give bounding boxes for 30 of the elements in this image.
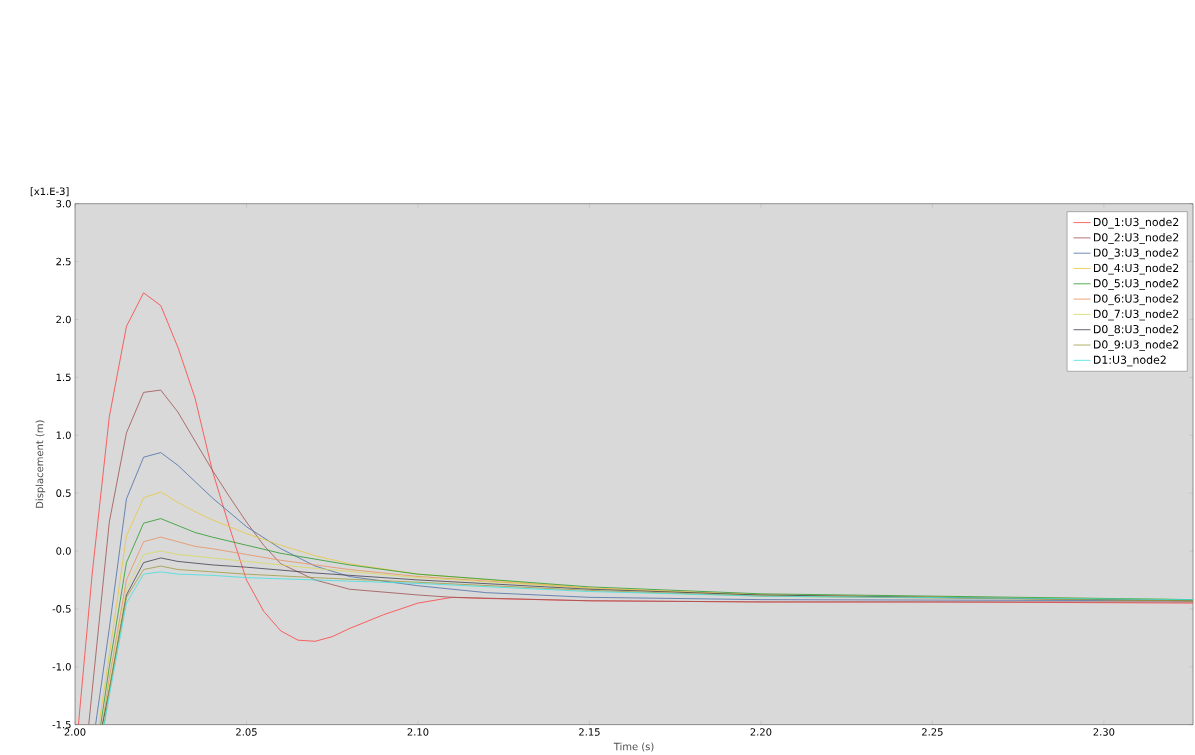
legend-label: D0_6:U3_node2 [1093, 294, 1179, 306]
legend-label: D1:U3_node2 [1093, 355, 1166, 367]
x-tick-label: 2.25 [922, 728, 943, 736]
y-axis-title: Displacement (m) [35, 420, 46, 508]
legend-label: D0_9:U3_node2 [1093, 340, 1179, 352]
x-tick-label: 2.00 [64, 728, 86, 736]
legend-label: D0_3:U3_node2 [1093, 248, 1179, 260]
text: [x1.E-3] [30, 187, 69, 197]
y-tick-label: -1.0 [52, 663, 71, 671]
legend-label: D0_7:U3_node2 [1093, 309, 1179, 321]
x-axis-title: Time (s) [613, 742, 654, 752]
x-tick-label: 2.15 [579, 728, 600, 736]
x-tick-label: 2.10 [407, 728, 429, 736]
legend-label: D0_5:U3_node2 [1093, 279, 1179, 290]
x-tick-label: 2.20 [750, 728, 772, 736]
y-tick-label: 2.5 [56, 257, 71, 266]
y-tick-label: 2.0 [56, 315, 71, 324]
y-tick-label: -0.5 [52, 605, 71, 613]
x-tick-label: 2.05 [236, 728, 257, 736]
legend-label: D0_8:U3_node2 [1093, 324, 1179, 336]
y-tick-label: 0.5 [56, 489, 71, 497]
y-tick-label: -1.5 [52, 721, 71, 729]
x-tick-label: 2.30 [1093, 728, 1115, 736]
legend-label: D0_2:U3_node2 [1093, 233, 1179, 244]
y-tick-label: 3.0 [56, 199, 71, 208]
y-tick-label: 1.5 [56, 373, 71, 382]
y-tick-label: 1.0 [56, 431, 71, 440]
y-tick-label: 0.0 [56, 547, 71, 555]
legend-label: D0_1:U3_node2 [1093, 217, 1179, 229]
legend-label: D0_4:U3_node2 [1093, 263, 1179, 275]
